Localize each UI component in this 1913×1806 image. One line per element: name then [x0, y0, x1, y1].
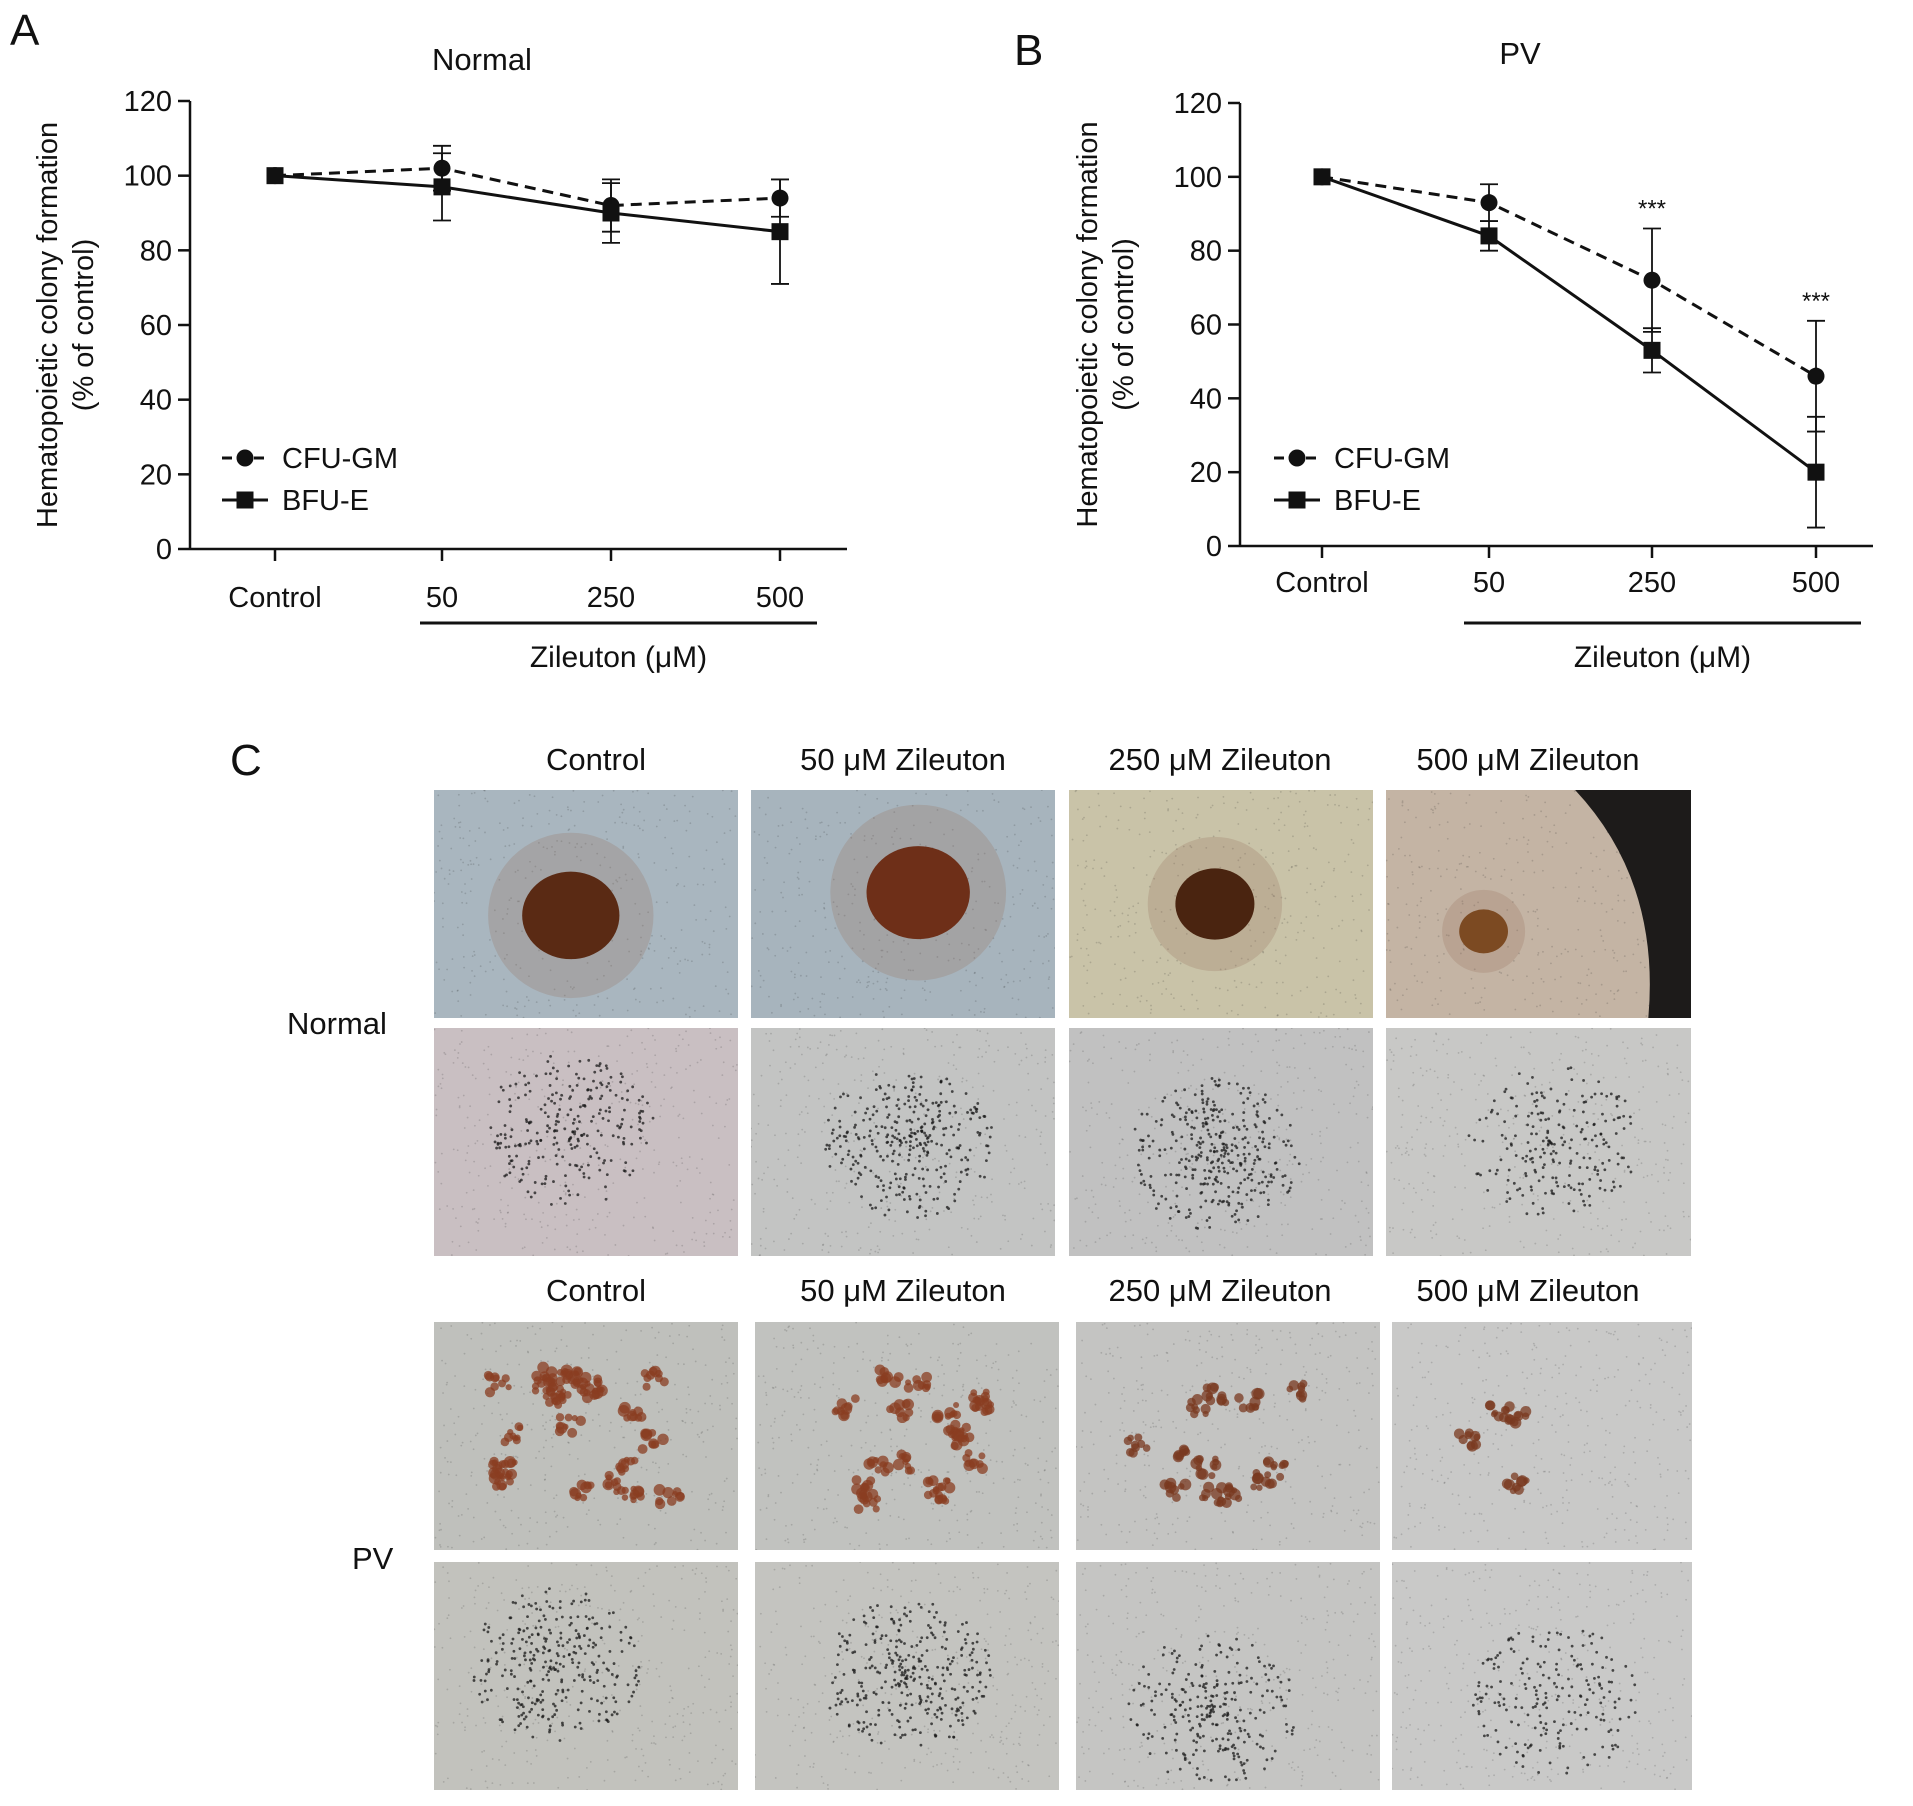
point-bfu-e	[1313, 168, 1331, 186]
y-tick-label: 80	[1190, 236, 1222, 268]
point-bfu-e	[1807, 463, 1825, 481]
x-tick-label: 250	[1628, 567, 1676, 599]
point-bfu-e	[266, 167, 284, 185]
micrograph-normal-control-unstained	[434, 1028, 738, 1256]
panel-letter-a: A	[10, 6, 40, 55]
x-tick-label: 50	[426, 582, 458, 614]
micrograph-normal-250-stained	[1069, 790, 1373, 1018]
x-tick-label: 500	[756, 582, 804, 614]
micrograph-normal-50-unstained	[751, 1028, 1055, 1256]
panel-letter-c: C	[230, 736, 262, 785]
col-label-control-pv: Control	[546, 1273, 646, 1308]
micrograph-pv-500-unstained	[1392, 1562, 1692, 1790]
y-tick-label: 120	[1174, 88, 1222, 120]
legend-marker-bfu-e	[236, 491, 254, 509]
x-tick-label: 50	[1473, 567, 1505, 599]
series-line-cfu-gm	[274, 166, 781, 208]
x-tick-label: 250	[587, 582, 635, 614]
x-axis-label: Zileuton (μM)	[530, 641, 707, 674]
micrograph-pv-500-stained	[1392, 1322, 1692, 1550]
legend-label-cfu-gm: CFU-GM	[1334, 443, 1450, 475]
micrograph-pv-control-stained	[434, 1322, 738, 1550]
col-label-50-pv: 50 μM Zileuton	[800, 1273, 1006, 1308]
point-cfu-gm	[1807, 367, 1825, 385]
y-tick-label: 0	[1206, 531, 1222, 563]
x-tick-label: Control	[228, 582, 322, 614]
col-label-50-normal: 50 μM Zileuton	[800, 742, 1006, 777]
y-tick-label: 120	[124, 86, 172, 118]
point-bfu-e	[771, 223, 789, 241]
y-tick-label: 0	[156, 534, 172, 566]
significance-annotation: ***	[1638, 196, 1666, 223]
y-axis-label-units: (% of control)	[1108, 238, 1140, 410]
y-tick-label: 40	[1190, 383, 1222, 415]
micrograph-normal-500-stained	[1386, 790, 1691, 1018]
legend-marker-cfu-gm	[236, 449, 254, 467]
y-axis-label-units: (% of control)	[68, 239, 100, 411]
y-tick-label: 80	[140, 235, 172, 267]
legend-label-cfu-gm: CFU-GM	[282, 443, 398, 475]
x-axis-label: Zileuton (μM)	[1574, 641, 1751, 674]
chart-panel-b: PV Hematopoietic colony formation (% of co…	[1072, 36, 1873, 674]
point-bfu-e	[1643, 341, 1661, 359]
micrograph-pv-50-stained	[755, 1322, 1059, 1550]
series-line-bfu-e	[1321, 175, 1817, 474]
micrograph-normal-250-unstained	[1069, 1028, 1373, 1256]
col-label-500-normal: 500 μM Zileuton	[1416, 742, 1640, 777]
y-tick-label: 20	[1190, 457, 1222, 489]
col-label-250-pv: 250 μM Zileuton	[1108, 1273, 1332, 1308]
micrograph-pv-control-unstained	[434, 1562, 738, 1790]
chart-title: PV	[1499, 36, 1541, 71]
point-bfu-e	[602, 204, 620, 222]
micrograph-pv-250-stained	[1076, 1322, 1380, 1550]
point-cfu-gm	[1643, 271, 1661, 289]
col-label-control-normal: Control	[546, 742, 646, 777]
row-label-pv: PV	[352, 1541, 394, 1576]
chart-title: Normal	[432, 42, 532, 77]
x-tick-label: 500	[1792, 567, 1840, 599]
y-axis-label: Hematopoietic colony formation	[32, 122, 64, 528]
legend-label-bfu-e: BFU-E	[282, 485, 369, 517]
y-tick-label: 20	[140, 459, 172, 491]
y-axis-label: Hematopoietic colony formation	[1072, 121, 1104, 527]
y-tick-label: 60	[140, 310, 172, 342]
row-label-normal: Normal	[287, 1006, 387, 1041]
chart-panel-a: Normal Hematopoietic colony formation (% o…	[32, 42, 847, 674]
y-tick-label: 100	[124, 161, 172, 193]
micrograph-normal-control-stained	[434, 790, 738, 1018]
y-tick-label: 60	[1190, 310, 1222, 342]
series-line-cfu-gm	[1321, 175, 1817, 378]
y-tick-label: 40	[140, 385, 172, 417]
legend-label-bfu-e: BFU-E	[1334, 485, 1421, 517]
y-tick-label: 100	[1174, 162, 1222, 194]
panel-letter-b: B	[1014, 26, 1044, 75]
point-cfu-gm	[1480, 194, 1498, 212]
legend-marker-bfu-e	[1288, 491, 1306, 509]
col-label-500-pv: 500 μM Zileuton	[1416, 1273, 1640, 1308]
series-line-bfu-e	[274, 174, 781, 234]
micrograph-normal-500-unstained	[1386, 1028, 1691, 1256]
micrograph-pv-50-unstained	[755, 1562, 1059, 1790]
x-tick-label: Control	[1275, 567, 1369, 599]
point-bfu-e	[1480, 227, 1498, 245]
y-axis-label-group: Hematopoietic colony formation (% of cont…	[32, 122, 100, 528]
point-bfu-e	[433, 178, 451, 196]
micrograph-normal-50-stained	[751, 790, 1055, 1018]
y-axis-label-group: Hematopoietic colony formation (% of cont…	[1072, 121, 1140, 527]
micrograph-pv-250-unstained	[1076, 1562, 1380, 1790]
legend-marker-cfu-gm	[1288, 449, 1306, 467]
significance-annotation: ***	[1802, 288, 1830, 315]
col-label-250-normal: 250 μM Zileuton	[1108, 742, 1332, 777]
